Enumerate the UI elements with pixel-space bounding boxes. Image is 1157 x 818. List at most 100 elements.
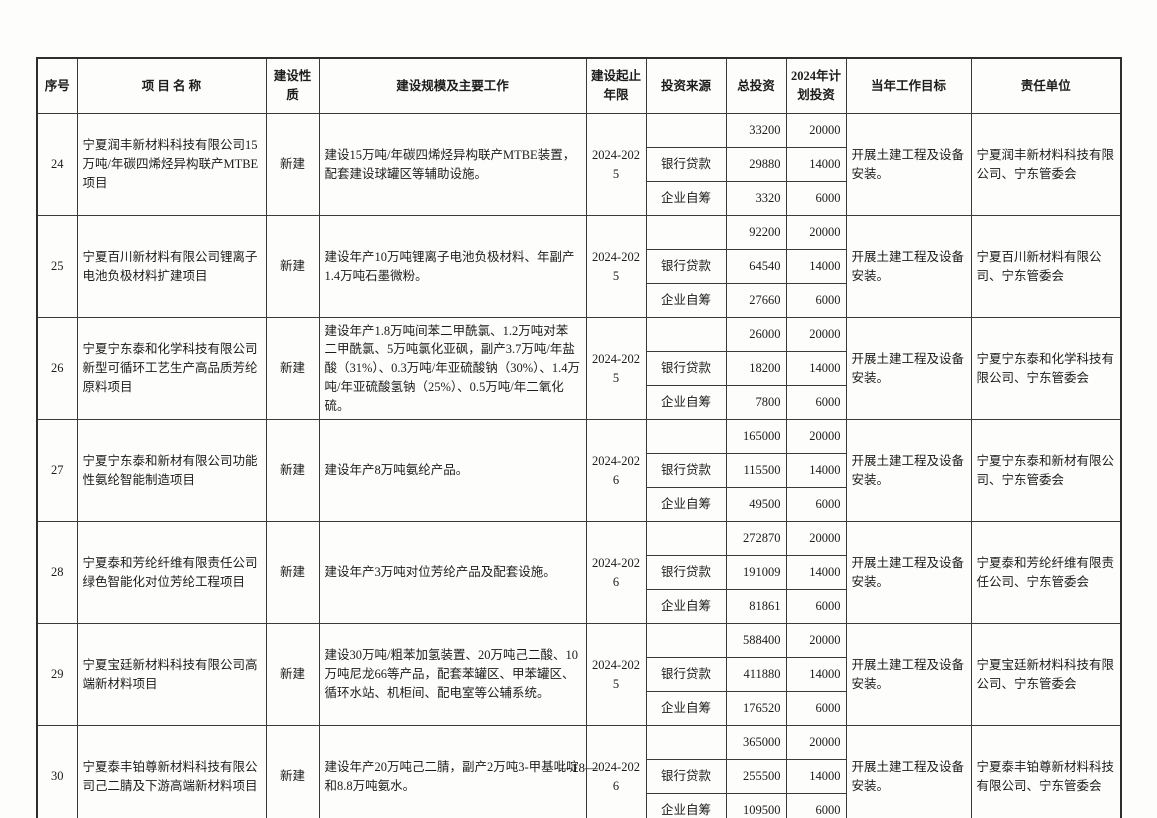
cell-funding-source-bank: 银行贷款 [645, 759, 727, 794]
cell-2024-plan-self: 6000 [785, 283, 847, 318]
cell-current-year-goal: 开展土建工程及设备安装。 [845, 725, 972, 818]
cell-construction-years: 2024-2025 [585, 623, 647, 726]
funding-subrow-self-raised: 企业自筹 81861 6000 [37, 589, 1121, 624]
cell-total-investment-bank: 64540 [725, 249, 787, 284]
cell-current-year-goal: 开展土建工程及设备安装。 [845, 113, 972, 216]
cell-serial-no: 29 [36, 623, 78, 726]
funding-subrow-bank-loan: 银行贷款 18200 14000 [37, 351, 1121, 386]
cell-2024-plan-self: 6000 [785, 385, 847, 420]
table-body: 24 宁夏润丰新材料科技有限公司15万吨/年碳四烯烃异构联产MTBE项目 新建 … [36, 113, 1122, 818]
cell-2024-plan-bank: 14000 [785, 555, 847, 590]
header-project-name: 项 目 名 称 [76, 57, 267, 114]
cell-total-investment-self: 27660 [725, 283, 787, 318]
funding-subrow-bank-loan: 银行贷款 191009 14000 [37, 555, 1121, 590]
cell-responsible-unit: 宁夏宁东泰和化学科技有限公司、宁东管委会 [970, 317, 1122, 420]
cell-funding-source-bank: 银行贷款 [645, 453, 727, 488]
cell-total-investment-bank: 29880 [725, 147, 787, 182]
cell-total-investment-self: 3320 [725, 181, 787, 216]
project-row: 26 宁夏宁东泰和化学科技有限公司新型可循环工艺生产高品质芳纶原料项目 新建 建… [36, 317, 1122, 420]
cell-responsible-unit: 宁夏百川新材料有限公司、宁东管委会 [970, 215, 1122, 318]
funding-subrow-bank-loan: 银行贷款 29880 14000 [37, 147, 1121, 182]
project-row: 30 宁夏泰丰铂尊新材料科技有限公司己二腈及下游高端新材料项目 新建 建设年产2… [36, 725, 1122, 818]
project-row: 25 宁夏百川新材料有限公司锂离子电池负极材料扩建项目 新建 建设年产10万吨锂… [36, 215, 1122, 318]
cell-responsible-unit: 宁夏泰丰铂尊新材料科技有限公司、宁东管委会 [970, 725, 1122, 818]
cell-construction-nature: 新建 [265, 215, 320, 318]
table-header-row: 序号 项 目 名 称 建设性质 建设规模及主要工作 建设起止年限 投资来源 总投… [36, 57, 1122, 114]
header-serial-no: 序号 [36, 57, 78, 114]
project-row: 28 宁夏泰和芳纶纤维有限责任公司绿色智能化对位芳纶工程项目 新建 建设年产3万… [36, 521, 1122, 624]
cell-2024-plan-self: 6000 [785, 181, 847, 216]
cell-construction-years: 2024-2025 [585, 317, 647, 420]
cell-total-investment-bank: 191009 [725, 555, 787, 590]
cell-serial-no: 28 [36, 521, 78, 624]
cell-responsible-unit: 宁夏泰和芳纶纤维有限责任公司、宁东管委会 [970, 521, 1122, 624]
cell-2024-plan-sum: 20000 [785, 623, 847, 658]
cell-2024-plan-sum: 20000 [785, 419, 847, 454]
funding-subrow-self-raised: 企业自筹 3320 6000 [37, 181, 1121, 216]
cell-2024-plan-bank: 14000 [785, 657, 847, 692]
cell-total-investment-sum: 33200 [725, 113, 787, 148]
cell-total-investment-bank: 18200 [725, 351, 787, 386]
cell-current-year-goal: 开展土建工程及设备安装。 [845, 215, 972, 318]
cell-project-name: 宁夏宁东泰和新材有限公司功能性氨纶智能制造项目 [76, 419, 267, 522]
cell-funding-source-bank: 银行贷款 [645, 147, 727, 182]
cell-construction-years: 2024-2026 [585, 419, 647, 522]
cell-construction-nature: 新建 [265, 623, 320, 726]
cell-construction-years: 2024-2025 [585, 215, 647, 318]
cell-funding-source-total [645, 623, 727, 658]
cell-2024-plan-bank: 14000 [785, 147, 847, 182]
cell-serial-no: 27 [36, 419, 78, 522]
cell-project-name: 宁夏百川新材料有限公司锂离子电池负极材料扩建项目 [76, 215, 267, 318]
cell-current-year-goal: 开展土建工程及设备安装。 [845, 521, 972, 624]
cell-funding-source-self: 企业自筹 [645, 793, 727, 818]
cell-funding-source-self: 企业自筹 [645, 691, 727, 726]
cell-responsible-unit: 宁夏宁东泰和新材有限公司、宁东管委会 [970, 419, 1122, 522]
header-construction-nature: 建设性质 [265, 57, 320, 114]
cell-construction-nature: 新建 [265, 419, 320, 522]
cell-2024-plan-bank: 14000 [785, 351, 847, 386]
cell-serial-no: 30 [36, 725, 78, 818]
cell-funding-source-total [645, 113, 727, 148]
cell-2024-plan-self: 6000 [785, 487, 847, 522]
cell-project-name: 宁夏宁东泰和化学科技有限公司新型可循环工艺生产高品质芳纶原料项目 [76, 317, 267, 420]
project-row: 29 宁夏宝廷新材料科技有限公司高端新材料项目 新建 建设30万吨/粗苯加氢装置… [36, 623, 1122, 726]
cell-serial-no: 26 [36, 317, 78, 420]
cell-total-investment-bank: 255500 [725, 759, 787, 794]
cell-total-investment-sum: 165000 [725, 419, 787, 454]
cell-construction-nature: 新建 [265, 113, 320, 216]
header-responsible-unit: 责任单位 [970, 57, 1122, 114]
cell-current-year-goal: 开展土建工程及设备安装。 [845, 317, 972, 420]
cell-scale-main-work: 建设年产20万吨己二腈，副产2万吨3-甲基吡啶和8.8万吨氨水。 [318, 725, 587, 818]
cell-total-investment-self: 7800 [725, 385, 787, 420]
header-total-investment: 总投资 [725, 57, 787, 114]
cell-total-investment-bank: 115500 [725, 453, 787, 488]
cell-total-investment-self: 109500 [725, 793, 787, 818]
cell-2024-plan-bank: 14000 [785, 453, 847, 488]
cell-funding-source-self: 企业自筹 [645, 589, 727, 624]
cell-2024-plan-sum: 20000 [785, 215, 847, 250]
cell-total-investment-sum: 92200 [725, 215, 787, 250]
cell-serial-no: 24 [36, 113, 78, 216]
cell-funding-source-bank: 银行贷款 [645, 555, 727, 590]
cell-scale-main-work: 建设年产8万吨氨纶产品。 [318, 419, 587, 522]
cell-construction-nature: 新建 [265, 521, 320, 624]
cell-funding-source-total [645, 725, 727, 760]
cell-current-year-goal: 开展土建工程及设备安装。 [845, 623, 972, 726]
cell-construction-nature: 新建 [265, 725, 320, 818]
cell-scale-main-work: 建设15万吨/年碳四烯烃异构联产MTBE装置，配套建设球罐区等辅助设施。 [318, 113, 587, 216]
cell-construction-years: 2024-2026 [585, 725, 647, 818]
cell-funding-source-total [645, 419, 727, 454]
cell-project-name: 宁夏泰和芳纶纤维有限责任公司绿色智能化对位芳纶工程项目 [76, 521, 267, 624]
header-scale-main-work: 建设规模及主要工作 [318, 57, 587, 114]
funding-subrow-bank-loan: 银行贷款 255500 14000 [37, 759, 1121, 794]
funding-subrow-bank-loan: 银行贷款 411880 14000 [37, 657, 1121, 692]
cell-total-investment-sum: 588400 [725, 623, 787, 658]
cell-responsible-unit: 宁夏润丰新材料科技有限公司、宁东管委会 [970, 113, 1122, 216]
cell-funding-source-self: 企业自筹 [645, 385, 727, 420]
cell-funding-source-self: 企业自筹 [645, 487, 727, 522]
funding-subrow-self-raised: 企业自筹 109500 6000 [37, 793, 1121, 818]
funding-subrow-bank-loan: 银行贷款 115500 14000 [37, 453, 1121, 488]
cell-2024-plan-bank: 14000 [785, 759, 847, 794]
cell-funding-source-bank: 银行贷款 [645, 351, 727, 386]
header-construction-years: 建设起止年限 [585, 57, 647, 114]
